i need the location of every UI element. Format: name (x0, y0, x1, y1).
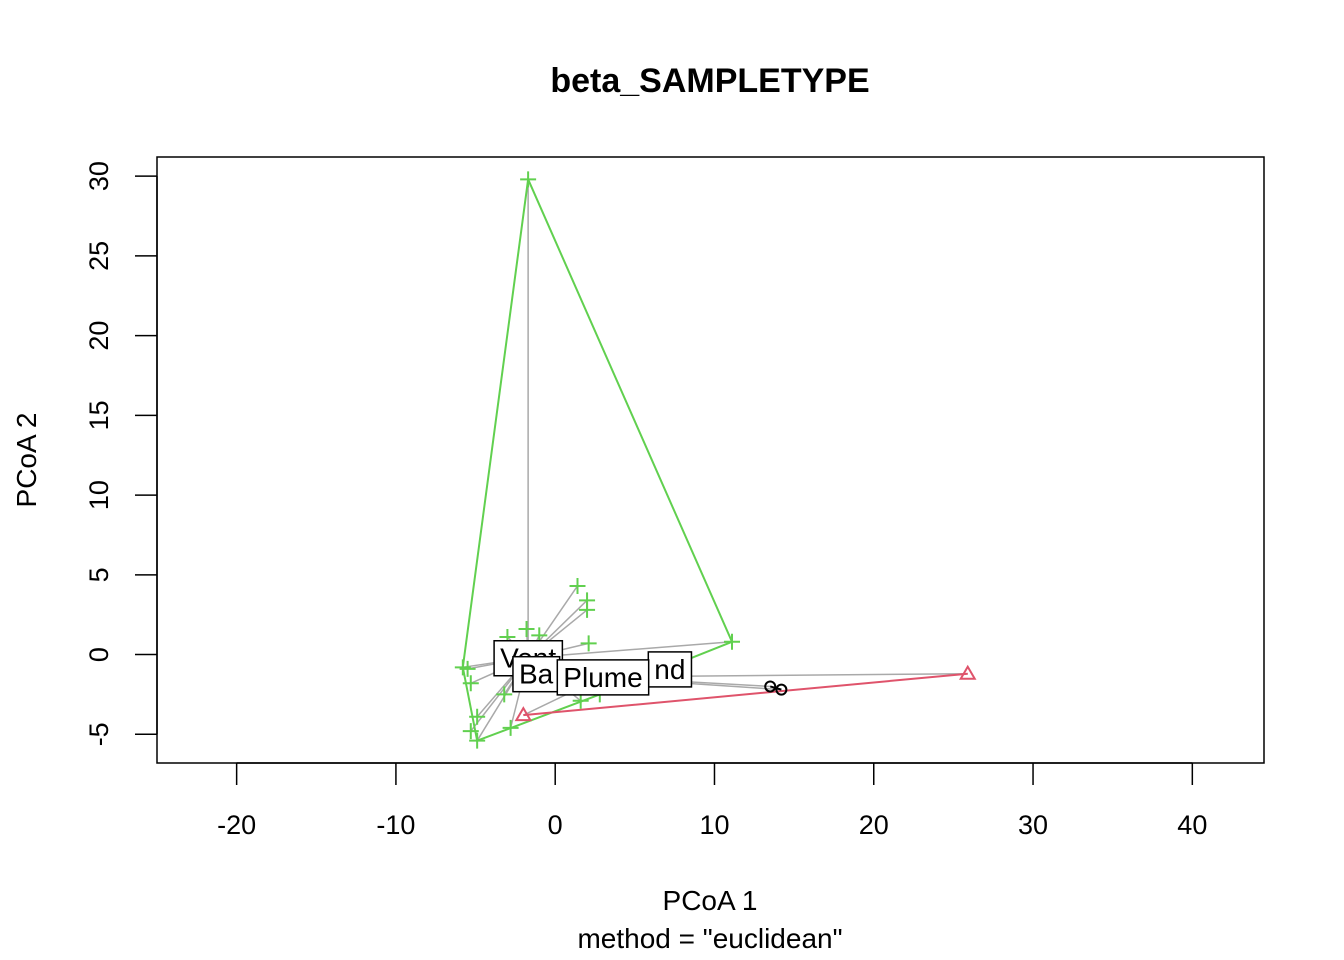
plot-frame (156, 156, 1265, 764)
x-tick-label: 0 (548, 810, 563, 840)
point-vent (579, 601, 596, 618)
x-tick-label: -20 (217, 810, 256, 840)
hull-plume (523, 672, 968, 717)
y-tick-label: 25 (84, 241, 114, 271)
plot-area: VentBandPlume (454, 171, 977, 749)
x-tick-label: 20 (859, 810, 889, 840)
group-label: Ba (512, 655, 561, 693)
hull-vent (461, 175, 734, 743)
group-label-text: nd (654, 654, 685, 685)
group-label: Plume (556, 659, 650, 696)
group-label-box (647, 651, 693, 688)
point-vent (569, 577, 586, 594)
x-tick-label: 30 (1018, 810, 1048, 840)
point-vent (496, 686, 513, 703)
point-vent (502, 719, 519, 736)
group-label-text: Plume (563, 662, 642, 693)
y-tick-label: 5 (84, 567, 114, 582)
point-background (764, 680, 777, 693)
point-vent (462, 675, 479, 692)
point-plume (958, 664, 977, 680)
y-tick-label: -5 (84, 722, 114, 746)
group-label-box (556, 659, 650, 696)
point-vent (580, 635, 597, 652)
y-tick-label: 0 (84, 647, 114, 662)
point-vent (520, 171, 537, 188)
point-vent (518, 621, 535, 638)
x-axis-label: PCoA 1 (663, 885, 758, 916)
y-tick-label: 30 (84, 161, 114, 191)
x-tick-label: -10 (376, 810, 415, 840)
point-vent (469, 708, 486, 725)
point-vent (459, 660, 476, 677)
x-tick-label: 40 (1177, 810, 1207, 840)
point-vent (462, 723, 479, 740)
y-axis-label: PCoA 2 (11, 413, 42, 508)
x-tick-label: 10 (699, 810, 729, 840)
x-axis-subtitle: method = "euclidean" (577, 923, 842, 954)
group-label-box (512, 655, 561, 693)
chart-title: beta_SAMPLETYPE (550, 62, 869, 100)
y-tick-label: 10 (84, 480, 114, 510)
y-axis: -5 0 5 10 15 20 25 30 (84, 161, 158, 746)
point-vent (469, 732, 486, 749)
point-background (775, 683, 788, 696)
point-plume (514, 706, 533, 722)
x-axis: -20 -10 0 10 20 30 40 (217, 762, 1207, 840)
point-vent (724, 633, 741, 650)
group-label-text: Ba (519, 659, 554, 690)
hull-background (769, 685, 782, 691)
y-tick-label: 15 (84, 400, 114, 430)
group-label: nd (647, 651, 693, 688)
y-tick-label: 20 (84, 321, 114, 351)
